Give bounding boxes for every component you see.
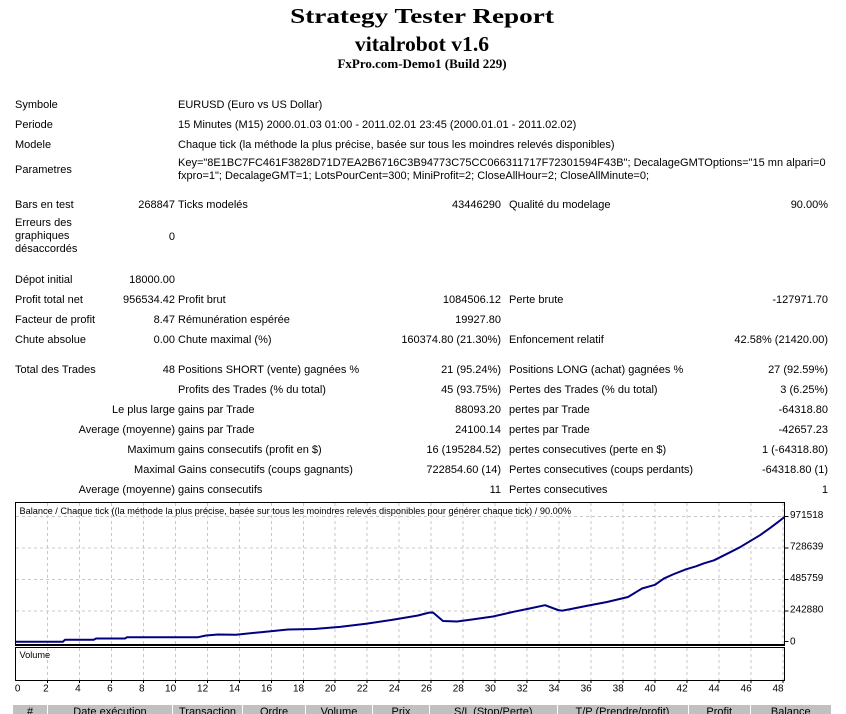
svg-text:40: 40 [645,684,657,695]
svg-text:14: 14 [229,684,241,695]
svg-text:Balance / Chaque tick ((la mét: Balance / Chaque tick ((la méthode la pl… [20,506,572,516]
svg-text:26: 26 [421,684,433,695]
svg-text:42: 42 [677,684,689,695]
svg-text:18: 18 [293,684,305,695]
svg-text:485759: 485759 [790,573,824,584]
svg-text:10: 10 [165,684,177,695]
svg-text:728639: 728639 [790,542,824,553]
svg-text:36: 36 [581,684,593,695]
svg-text:34: 34 [549,684,561,695]
svg-text:6: 6 [107,684,113,695]
svg-text:20: 20 [325,684,337,695]
svg-text:22: 22 [357,684,369,695]
svg-text:Volume: Volume [20,650,51,660]
svg-text:16: 16 [261,684,273,695]
svg-text:4: 4 [75,684,81,695]
svg-text:28: 28 [453,684,465,695]
svg-text:971518: 971518 [790,510,824,521]
svg-text:12: 12 [197,684,209,695]
svg-text:38: 38 [613,684,625,695]
svg-text:2: 2 [43,684,49,695]
svg-text:30: 30 [485,684,497,695]
svg-text:0: 0 [15,684,21,695]
svg-text:242880: 242880 [790,604,824,615]
svg-text:8: 8 [139,684,145,695]
svg-text:46: 46 [741,684,753,695]
svg-text:48: 48 [772,684,784,695]
svg-text:44: 44 [709,684,721,695]
svg-text:0: 0 [790,637,796,648]
svg-text:32: 32 [517,684,529,695]
svg-text:24: 24 [389,684,401,695]
